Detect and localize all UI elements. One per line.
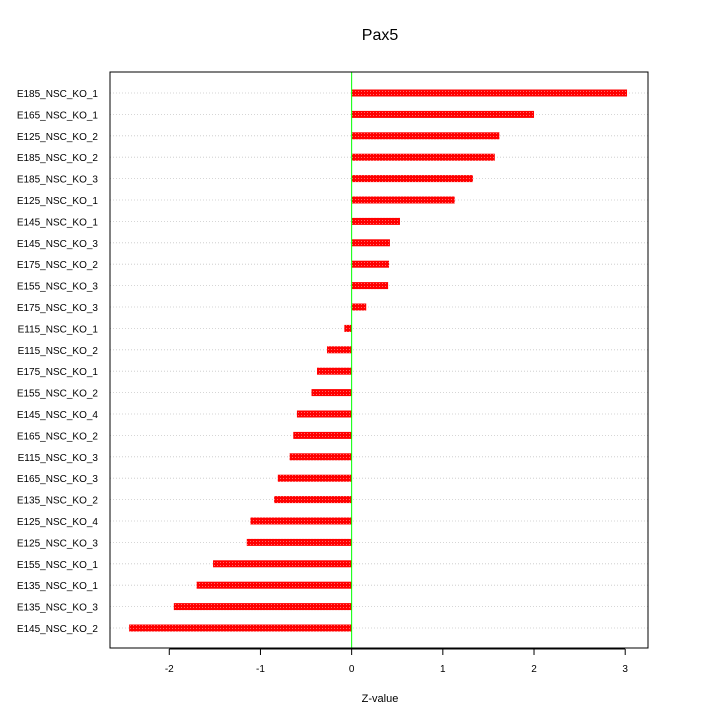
bar-E135_NSC_KO_3	[173, 603, 352, 611]
bar-E175_NSC_KO_3	[351, 303, 367, 311]
category-label: E145_NSC_KO_2	[17, 624, 99, 635]
category-label: E185_NSC_KO_3	[17, 175, 99, 186]
category-label: E125_NSC_KO_1	[17, 196, 99, 207]
bar-E115_NSC_KO_1	[344, 324, 352, 332]
chart-title: Pax5	[362, 27, 399, 44]
x-tick-label: 0	[349, 664, 355, 675]
x-tick-label: 3	[622, 664, 628, 675]
bar-E135_NSC_KO_1	[196, 581, 352, 589]
category-label: E125_NSC_KO_3	[17, 538, 99, 549]
bar-E145_NSC_KO_2	[129, 624, 352, 632]
bar-E165_NSC_KO_3	[277, 474, 352, 482]
bar-series	[129, 89, 628, 632]
category-label: E165_NSC_KO_1	[17, 110, 99, 121]
bar-E145_NSC_KO_1	[351, 217, 400, 225]
category-label: E185_NSC_KO_1	[17, 89, 99, 100]
category-label: E135_NSC_KO_2	[17, 496, 99, 507]
category-label: E175_NSC_KO_3	[17, 303, 99, 314]
bar-E125_NSC_KO_4	[250, 517, 352, 525]
bar-E165_NSC_KO_2	[293, 431, 352, 439]
bar-E155_NSC_KO_3	[351, 282, 389, 290]
category-label: E165_NSC_KO_2	[17, 431, 99, 442]
bar-E175_NSC_KO_2	[351, 260, 390, 268]
category-labels: E185_NSC_KO_1 E165_NSC_KO_1 E125_NSC_KO_2 E…	[17, 89, 99, 635]
category-label: E145_NSC_KO_3	[17, 239, 99, 250]
bar-E125_NSC_KO_3	[246, 538, 352, 546]
category-label: E125_NSC_KO_4	[17, 517, 99, 528]
category-label: E175_NSC_KO_1	[17, 367, 99, 378]
plot-frame	[109, 71, 649, 649]
bar-E135_NSC_KO_2	[274, 496, 352, 504]
category-label: E155_NSC_KO_2	[17, 389, 99, 400]
category-label: E115_NSC_KO_2	[18, 346, 99, 357]
bar-E115_NSC_KO_3	[289, 453, 352, 461]
bar-E125_NSC_KO_2	[351, 132, 500, 140]
category-label: E115_NSC_KO_3	[18, 453, 99, 464]
grid-lines	[110, 92, 648, 629]
category-label: E155_NSC_KO_1	[17, 560, 99, 571]
x-tick-label: 1	[440, 664, 446, 675]
bar-E155_NSC_KO_2	[311, 389, 352, 397]
x-axis-label: Z-value	[362, 693, 399, 705]
category-label: E135_NSC_KO_3	[17, 603, 99, 614]
bar-E145_NSC_KO_4	[296, 410, 352, 418]
x-axis: -2 -1 0 1 2 3	[165, 648, 628, 675]
category-label: E145_NSC_KO_4	[17, 410, 99, 421]
category-label: E165_NSC_KO_3	[17, 474, 99, 485]
x-tick-label: -2	[165, 664, 174, 675]
x-tick-label: -1	[256, 664, 265, 675]
bar-E165_NSC_KO_1	[351, 110, 535, 118]
bar-E185_NSC_KO_3	[351, 175, 473, 183]
bar-E125_NSC_KO_1	[351, 196, 455, 204]
category-label: E135_NSC_KO_1	[17, 581, 99, 592]
bar-E115_NSC_KO_2	[327, 346, 352, 354]
bar-E185_NSC_KO_2	[351, 153, 495, 161]
category-label: E125_NSC_KO_2	[17, 132, 99, 143]
bar-E155_NSC_KO_1	[213, 560, 352, 568]
category-label: E185_NSC_KO_2	[17, 153, 99, 164]
bar-E145_NSC_KO_3	[351, 239, 390, 247]
category-label: E145_NSC_KO_1	[17, 217, 99, 228]
category-label: E115_NSC_KO_1	[18, 324, 99, 335]
category-label: E155_NSC_KO_3	[17, 282, 99, 293]
x-tick-label: 2	[531, 664, 537, 675]
category-label: E175_NSC_KO_2	[17, 260, 99, 271]
bar-E185_NSC_KO_1	[351, 89, 628, 97]
bar-E175_NSC_KO_1	[316, 367, 352, 375]
